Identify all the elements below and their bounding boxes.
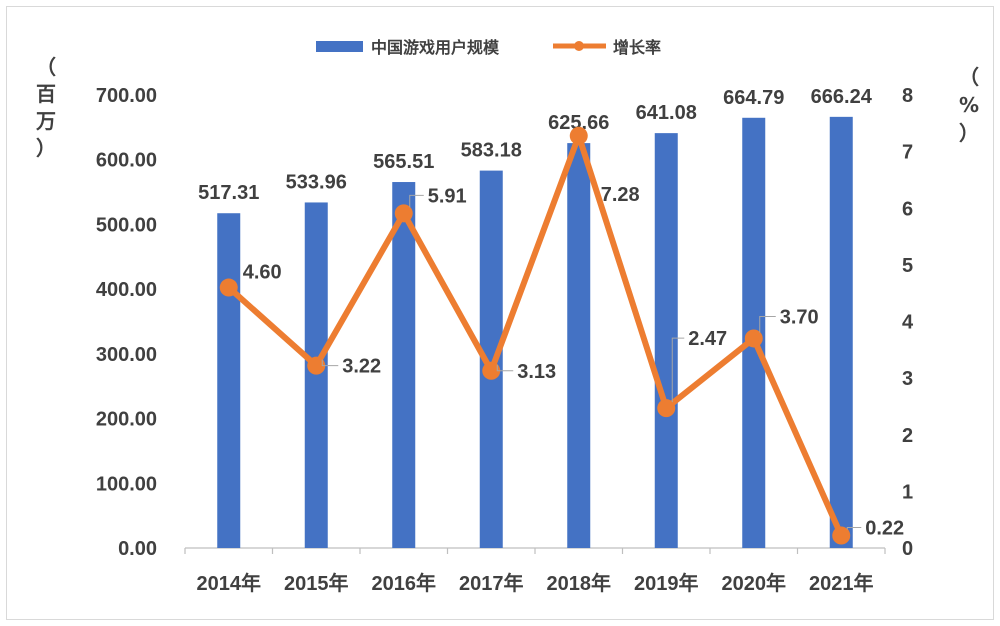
line-value-label: 3.13 bbox=[517, 361, 556, 383]
left-tick-label: 300.00 bbox=[96, 344, 157, 366]
x-tick-label: 2021年 bbox=[809, 571, 874, 595]
bar bbox=[654, 133, 678, 549]
left-tick-label: 100.00 bbox=[96, 473, 157, 495]
growth-rate-marker bbox=[657, 399, 676, 418]
bar bbox=[829, 116, 853, 549]
left-unit-char: （ bbox=[36, 55, 56, 79]
growth-rate-marker bbox=[307, 356, 326, 375]
growth-rate-marker bbox=[832, 526, 851, 545]
legend-bar-label: 中国游戏用户规模 bbox=[371, 38, 500, 57]
right-tick-label: 4 bbox=[902, 312, 914, 334]
left-tick-label: 600.00 bbox=[96, 150, 157, 172]
right-unit-char: （ bbox=[959, 65, 979, 89]
growth-rate-line bbox=[225, 132, 845, 539]
line-label-leader bbox=[321, 359, 339, 367]
legend-line-marker bbox=[574, 41, 584, 51]
bar bbox=[304, 202, 328, 548]
bar-value-label: 666.24 bbox=[811, 86, 873, 108]
right-tick-label: 7 bbox=[902, 142, 913, 164]
left-unit-char: 百 bbox=[36, 82, 56, 106]
left-tick-label: 0.00 bbox=[118, 538, 157, 560]
left-unit-char: 万 bbox=[35, 109, 56, 133]
line-label-leader bbox=[846, 527, 862, 530]
line-label-leader bbox=[409, 194, 424, 208]
right-unit-char: % bbox=[959, 93, 979, 117]
line-value-label: 3.22 bbox=[342, 356, 381, 378]
bar-value-label: 533.96 bbox=[286, 171, 347, 193]
x-tick-label: 2020年 bbox=[722, 571, 787, 595]
bar-value-label: 583.18 bbox=[461, 140, 522, 162]
right-tick-label: 1 bbox=[902, 481, 913, 503]
line-label-leader bbox=[496, 364, 514, 372]
bar-value-label: 664.79 bbox=[723, 87, 784, 109]
left-tick-label: 700.00 bbox=[96, 85, 157, 107]
bar bbox=[479, 170, 503, 548]
left-tick-label: 200.00 bbox=[96, 409, 157, 431]
left-tick-label: 400.00 bbox=[96, 279, 157, 301]
x-tick-label: 2018年 bbox=[547, 571, 612, 595]
right-tick-label: 3 bbox=[902, 368, 913, 390]
legend-bar-swatch bbox=[316, 41, 363, 52]
bar-value-label: 517.31 bbox=[198, 182, 259, 204]
line-value-label: 4.60 bbox=[243, 262, 282, 284]
line-value-label: 2.47 bbox=[688, 328, 727, 350]
bar-value-label: 625.66 bbox=[548, 112, 609, 134]
growth-rate-marker bbox=[394, 204, 413, 223]
bar bbox=[392, 182, 416, 548]
left-unit-char: ） bbox=[36, 136, 56, 160]
right-axis-unit: （ % ） bbox=[959, 65, 979, 145]
bar bbox=[567, 143, 591, 549]
line-value-label: 7.28 bbox=[601, 184, 640, 206]
line-value-label: 5.91 bbox=[428, 185, 467, 207]
right-tick-label: 2 bbox=[902, 425, 913, 447]
line-label-leader bbox=[759, 315, 776, 333]
x-tick-label: 2014年 bbox=[197, 571, 262, 595]
bar-value-label: 565.51 bbox=[373, 151, 434, 173]
right-tick-label: 0 bbox=[902, 538, 913, 560]
growth-rate-marker bbox=[569, 126, 588, 145]
legend-line-label: 增长率 bbox=[613, 38, 661, 57]
x-tick-label: 2017年 bbox=[459, 571, 524, 595]
x-tick-label: 2019年 bbox=[634, 571, 699, 595]
growth-rate-marker bbox=[482, 361, 501, 380]
growth-rate-marker bbox=[744, 329, 763, 348]
right-tick-label: 6 bbox=[902, 198, 913, 220]
x-tick-label: 2015年 bbox=[284, 571, 349, 595]
bar-value-label: 641.08 bbox=[636, 102, 697, 124]
legend: 中国游戏用户规模 增长率 bbox=[316, 38, 661, 57]
line-value-label: 0.22 bbox=[865, 518, 904, 540]
right-unit-char: ） bbox=[959, 121, 979, 145]
right-tick-label: 8 bbox=[902, 85, 913, 107]
left-axis-unit: （ 百 万 ） bbox=[35, 55, 56, 160]
x-tick-label: 2016年 bbox=[372, 571, 437, 595]
plot-area: 0.00 100.00 200.00 300.00 400.00 500.00 600.00… bbox=[96, 85, 914, 595]
right-tick-label: 5 bbox=[902, 255, 913, 277]
line-value-label: 3.70 bbox=[780, 306, 819, 328]
left-tick-label: 500.00 bbox=[96, 214, 157, 236]
growth-rate-marker bbox=[219, 278, 238, 297]
bar bbox=[217, 213, 241, 548]
line-label-leader bbox=[671, 337, 685, 403]
